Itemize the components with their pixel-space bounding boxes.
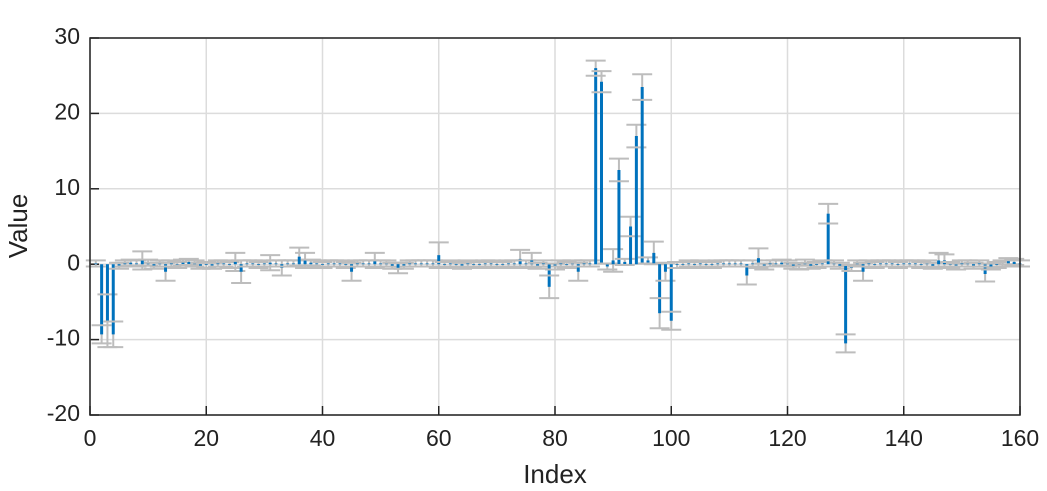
x-tick-label: 140	[885, 425, 923, 451]
y-tick-label: 30	[54, 23, 80, 49]
x-tick-label: 0	[84, 425, 97, 451]
y-tick-label: 10	[54, 174, 80, 200]
y-tick-label: -20	[47, 400, 80, 426]
x-axis-label: Index	[523, 459, 587, 489]
y-tick-label: 0	[67, 249, 80, 275]
x-tick-label: 40	[310, 425, 336, 451]
y-tick-label: 20	[54, 98, 80, 124]
x-tick-label: 100	[652, 425, 690, 451]
x-tick-label: 160	[1001, 425, 1039, 451]
plot-frame	[89, 37, 1021, 416]
x-tick-label: 120	[768, 425, 806, 451]
y-tick-label: -10	[47, 325, 80, 351]
x-tick-label: 80	[542, 425, 568, 451]
y-axis-label: Value	[3, 194, 33, 259]
x-tick-label: 20	[193, 425, 219, 451]
x-tick-label: 60	[426, 425, 452, 451]
